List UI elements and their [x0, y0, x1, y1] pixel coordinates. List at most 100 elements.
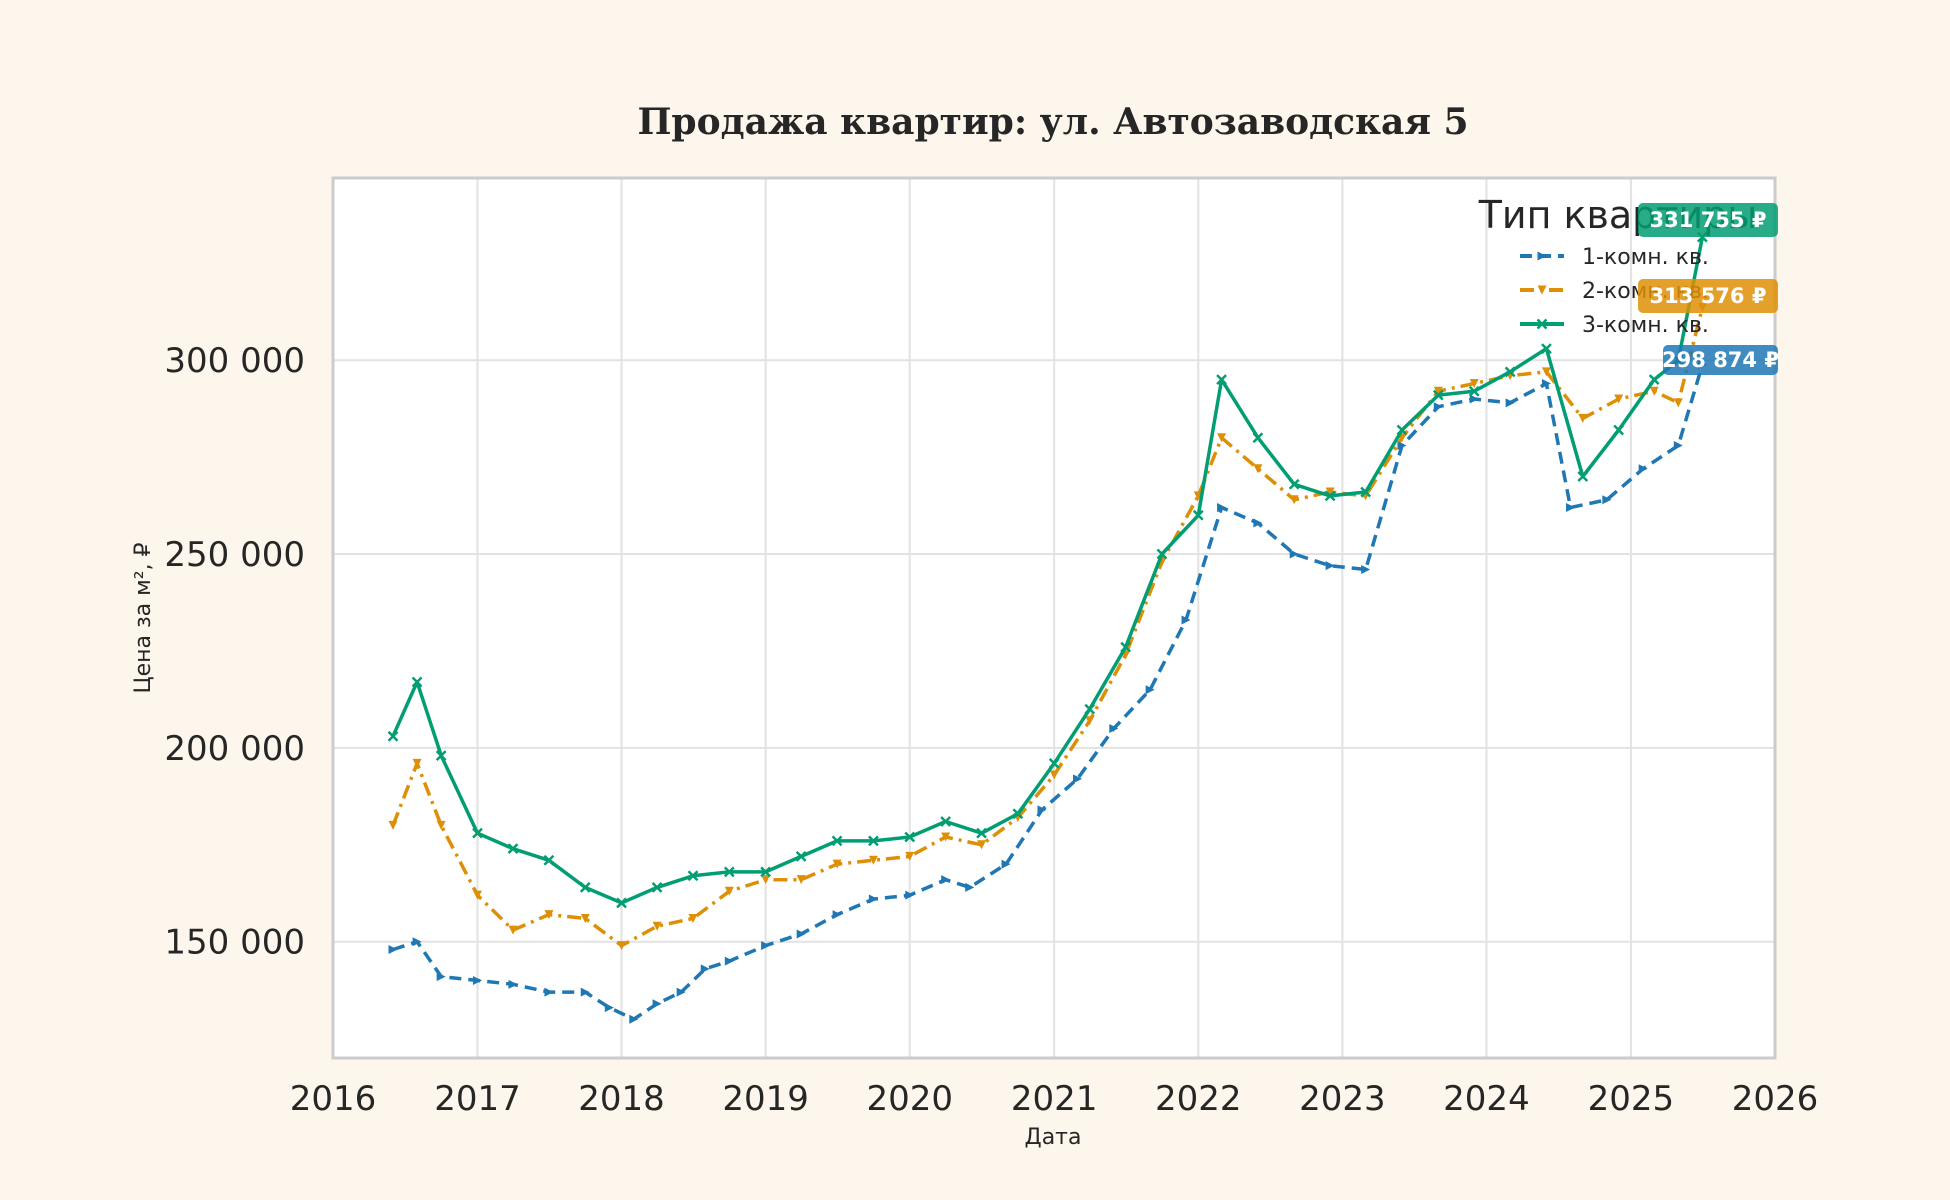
data-point	[580, 987, 590, 997]
data-point	[1288, 478, 1300, 490]
data-point	[1638, 464, 1648, 474]
data-point	[761, 941, 771, 951]
data-point	[1324, 490, 1336, 502]
data-point	[1614, 394, 1624, 404]
last-value-badge: 331 755 ₽	[1638, 203, 1778, 237]
data-point	[1217, 433, 1227, 443]
data-point	[1396, 424, 1408, 436]
legend-item: 1-комн. кв.	[1520, 245, 1709, 270]
data-point	[700, 964, 710, 974]
data-point	[724, 886, 734, 896]
badge-box	[1663, 345, 1778, 375]
data-point	[579, 882, 591, 893]
data-point	[1156, 548, 1168, 560]
data-point	[1049, 770, 1059, 780]
x-axis-ticks: 2016 2017 2018 2019 2020 2021 2022 2023 2024 2025…	[290, 1079, 1819, 1119]
data-point	[543, 854, 555, 866]
data-point	[1085, 716, 1095, 726]
data-point	[1012, 808, 1024, 820]
data-point	[796, 929, 806, 939]
data-point	[1505, 398, 1515, 408]
data-point	[508, 979, 518, 989]
data-point	[687, 870, 699, 882]
data-point	[544, 987, 554, 997]
data-point	[868, 855, 878, 865]
legend-marker	[1537, 285, 1547, 295]
data-point	[1084, 703, 1096, 715]
legend-marker	[1536, 318, 1548, 330]
data-point	[941, 875, 951, 885]
data-point	[544, 910, 554, 920]
y-tick-label: 250 000	[164, 535, 305, 575]
data-point	[868, 894, 878, 904]
badge-label: 298 874 ₽	[1662, 348, 1779, 372]
data-point	[472, 975, 482, 985]
grid-lines	[332, 178, 1776, 1058]
data-point	[1289, 549, 1299, 559]
last-value-badges: 298 874 ₽ 313 576 ₽ 331 755 ₽	[1638, 203, 1779, 375]
badge-label: 313 576 ₽	[1650, 284, 1767, 308]
data-point	[1577, 471, 1589, 482]
x-tick-label: 2026	[1732, 1079, 1819, 1119]
data-point	[1360, 486, 1372, 498]
data-point	[1216, 374, 1227, 385]
data-point	[832, 910, 842, 920]
data-point	[436, 820, 446, 830]
data-point	[795, 851, 807, 862]
data-point	[1325, 561, 1335, 571]
badge-label: 331 755 ₽	[1650, 208, 1767, 232]
data-point	[796, 875, 806, 885]
data-point	[1468, 385, 1480, 397]
data-point	[676, 987, 686, 997]
data-point	[1181, 615, 1191, 625]
data-point	[1469, 378, 1479, 388]
data-point	[977, 840, 987, 850]
data-point	[761, 875, 771, 885]
data-point	[1648, 374, 1660, 385]
data-point	[1673, 398, 1683, 408]
badge-box	[1638, 279, 1778, 313]
data-point	[412, 758, 422, 768]
legend-label: 3-комн. кв.	[1582, 313, 1709, 338]
data-point	[1397, 440, 1407, 450]
legend-item: 3-комн. кв.	[1520, 313, 1709, 338]
data-point	[412, 937, 422, 947]
data-point	[1673, 440, 1683, 450]
data-point	[905, 890, 915, 900]
data-point	[1252, 432, 1264, 444]
data-point	[1566, 503, 1576, 513]
data-point	[472, 890, 482, 900]
badge-box	[1638, 203, 1778, 237]
data-point	[1541, 367, 1551, 377]
data-point	[1289, 495, 1299, 505]
data-point	[507, 843, 519, 855]
data-point	[723, 866, 735, 878]
plot-frame	[331, 176, 1777, 1060]
data-point	[1541, 343, 1552, 354]
x-tick-label: 2016	[290, 1079, 377, 1119]
legend-marker	[1537, 251, 1547, 261]
legend-label: 1-комн. кв.	[1582, 245, 1709, 270]
data-point	[388, 820, 398, 830]
y-tick-label: 200 000	[164, 729, 305, 769]
data-point	[508, 925, 518, 935]
data-point	[629, 1014, 639, 1024]
last-value-badge: 298 874 ₽	[1662, 345, 1779, 375]
data-point	[652, 999, 662, 1009]
last-value-badge: 313 576 ₽	[1638, 279, 1778, 313]
data-point	[435, 750, 447, 762]
data-point	[832, 859, 842, 869]
data-point	[940, 816, 952, 827]
data-point	[1217, 503, 1227, 513]
data-point	[411, 676, 423, 688]
data-point	[688, 913, 698, 923]
data-point	[1361, 565, 1371, 575]
data-point	[1145, 685, 1155, 695]
data-point	[1037, 805, 1047, 815]
data-point	[1120, 641, 1132, 653]
data-point	[1253, 464, 1263, 474]
series-line	[392, 364, 1705, 1021]
y-axis-label: Цена за м², ₽	[131, 542, 156, 693]
x-tick-label: 2024	[1443, 1079, 1530, 1119]
data-point	[472, 827, 483, 839]
